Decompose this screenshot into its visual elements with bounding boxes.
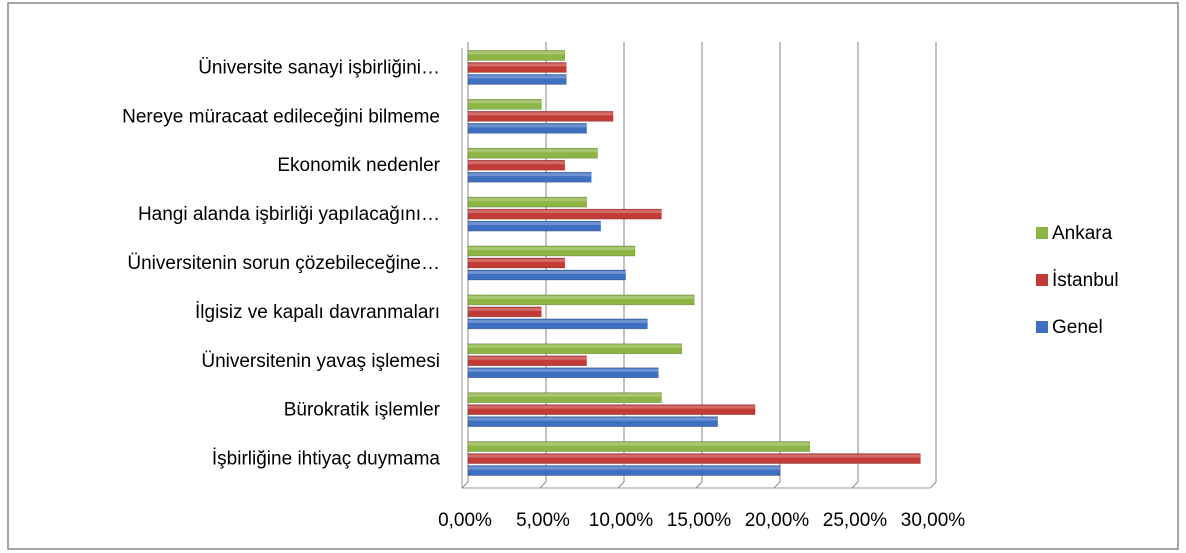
bar-highlight	[468, 405, 756, 409]
bar	[467, 171, 592, 183]
bar-highlight	[468, 417, 718, 421]
bar	[467, 355, 587, 367]
bar-highlight	[468, 368, 659, 372]
bar-highlight	[468, 124, 587, 128]
y-tick-label: Üniversitenin yavaş işlemesi	[201, 351, 440, 372]
bar	[467, 159, 566, 171]
bar	[467, 245, 636, 257]
bar-highlight	[468, 210, 662, 214]
y-tick-label: Ekonomik nedenler	[277, 155, 440, 176]
x-tick-label: 5,00%	[516, 510, 570, 531]
bar-highlight	[468, 149, 598, 153]
x-tick-label: 0,00%	[438, 510, 492, 531]
grid-line	[695, 481, 703, 489]
grid-line	[461, 481, 469, 489]
bar	[467, 416, 718, 427]
legend-label: İstanbul	[1052, 270, 1119, 291]
bar-highlight	[468, 161, 565, 165]
bar-highlight	[468, 198, 587, 202]
y-tick-label: Üniversitenin sorun çözebileceğine…	[127, 253, 440, 274]
bar-highlight	[468, 75, 567, 79]
bar-highlight	[468, 356, 587, 360]
grid-line	[851, 481, 859, 489]
legend-swatch	[1036, 227, 1048, 239]
x-tick-label: 10,00%	[589, 510, 654, 531]
bar-highlight	[468, 51, 565, 55]
legend-swatch	[1036, 274, 1048, 286]
bar-highlight	[468, 173, 592, 177]
bar	[467, 99, 542, 110]
bar	[467, 306, 542, 318]
bar	[467, 123, 587, 134]
grid-line	[929, 481, 937, 489]
bar-highlight	[468, 466, 780, 470]
bar-highlight	[468, 295, 695, 299]
bar	[467, 404, 756, 415]
bar-highlight	[468, 222, 601, 226]
y-tick-label: Üniversite sanayi işbirliğini…	[198, 57, 440, 78]
bar-highlight	[468, 247, 635, 250]
bar	[467, 453, 921, 464]
bar	[467, 294, 695, 306]
bar-highlight	[468, 63, 567, 67]
bar	[467, 367, 659, 379]
bar	[467, 269, 626, 281]
bar	[467, 392, 662, 403]
legend-label: Genel	[1052, 317, 1103, 338]
grid-line	[773, 481, 781, 489]
x-tick-label: 15,00%	[667, 510, 732, 531]
bar-highlight	[468, 319, 648, 323]
grid-line	[617, 481, 625, 489]
bar	[467, 257, 566, 269]
x-tick-label: 25,00%	[823, 510, 888, 531]
x-tick-label: 20,00%	[745, 510, 810, 531]
bar	[467, 465, 781, 476]
bar	[467, 208, 662, 220]
bar	[467, 441, 810, 452]
bar	[467, 50, 566, 61]
bar-highlight	[468, 112, 614, 116]
bar	[467, 111, 614, 122]
y-tick-label: İşbirliğine ihtiyaç duymama	[212, 449, 441, 470]
bar-highlight	[468, 344, 682, 348]
bar-highlight	[468, 271, 626, 274]
bar	[467, 318, 648, 330]
bar-highlight	[468, 307, 542, 311]
bar	[467, 220, 601, 232]
bar	[467, 62, 567, 73]
y-tick-label: İlgisiz ve kapalı davranmaları	[195, 302, 440, 323]
legend-swatch	[1036, 321, 1048, 333]
y-tick-label: Bürokratik işlemler	[284, 400, 441, 421]
bar-highlight	[468, 100, 542, 104]
bar-highlight	[468, 454, 921, 458]
y-tick-label: Nereye müracaat edileceğini bilmeme	[122, 106, 440, 127]
bar-highlight	[468, 259, 565, 262]
bar	[467, 147, 598, 159]
bar-highlight	[468, 442, 810, 446]
bar	[467, 74, 567, 85]
grid-line	[539, 481, 547, 489]
bar-highlight	[468, 393, 662, 397]
legend-label: Ankara	[1052, 223, 1113, 244]
x-tick-label: 30,00%	[901, 510, 966, 531]
y-tick-label: Hangi alanda işbirliği yapılacağını…	[138, 204, 440, 225]
bar	[467, 196, 587, 208]
bar	[467, 343, 683, 355]
